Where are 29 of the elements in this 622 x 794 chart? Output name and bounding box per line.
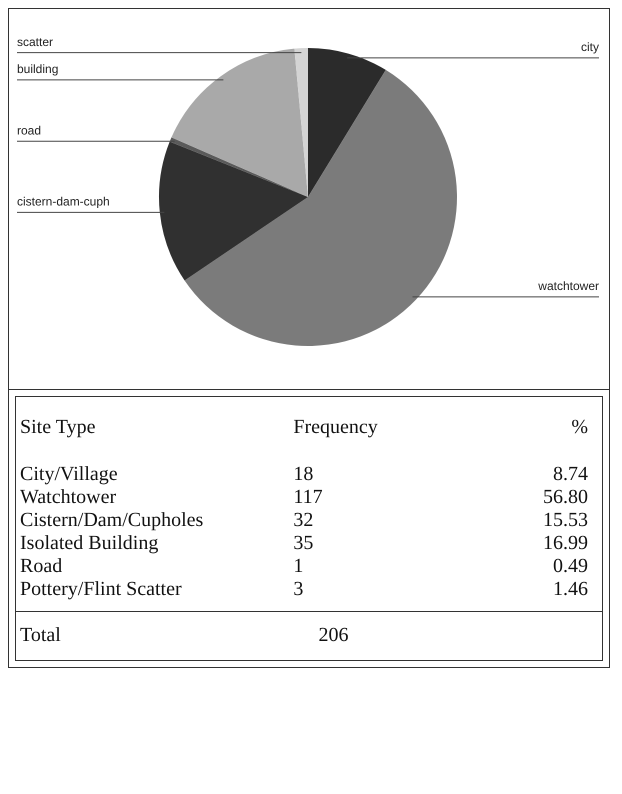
text: Total	[20, 624, 62, 646]
text: 117	[292, 486, 324, 509]
text: 206	[318, 624, 350, 646]
text: Watchtower	[20, 486, 118, 509]
text: 35	[292, 532, 314, 555]
text: Isolated Building	[20, 532, 160, 555]
text: Road	[20, 555, 64, 578]
text: 0.49	[552, 555, 588, 578]
text: Frequency	[292, 416, 379, 438]
slice-label: road	[17, 124, 42, 138]
text: 1.46	[552, 578, 588, 601]
slice-label: watchtower	[537, 279, 599, 294]
text: Pottery/Flint Scatter	[20, 578, 183, 601]
text: 56.80	[542, 486, 588, 509]
slice-label: city	[581, 40, 599, 54]
slice-label: cistern-dam-cuph	[17, 194, 110, 209]
slice-label: scatter	[17, 34, 54, 49]
text: 16.99	[542, 532, 588, 555]
text: %	[570, 416, 588, 438]
slice-label: building	[17, 62, 58, 76]
text: 32	[292, 509, 314, 532]
text: 1	[292, 555, 304, 578]
text: 15.53	[542, 509, 588, 532]
text: 3	[292, 578, 304, 601]
text: 8.74	[552, 463, 588, 486]
text: Cistern/Dam/Cupholes	[20, 509, 204, 532]
text: Site Type	[20, 416, 96, 438]
text: 18	[292, 463, 314, 486]
text: City/Village	[20, 463, 119, 486]
